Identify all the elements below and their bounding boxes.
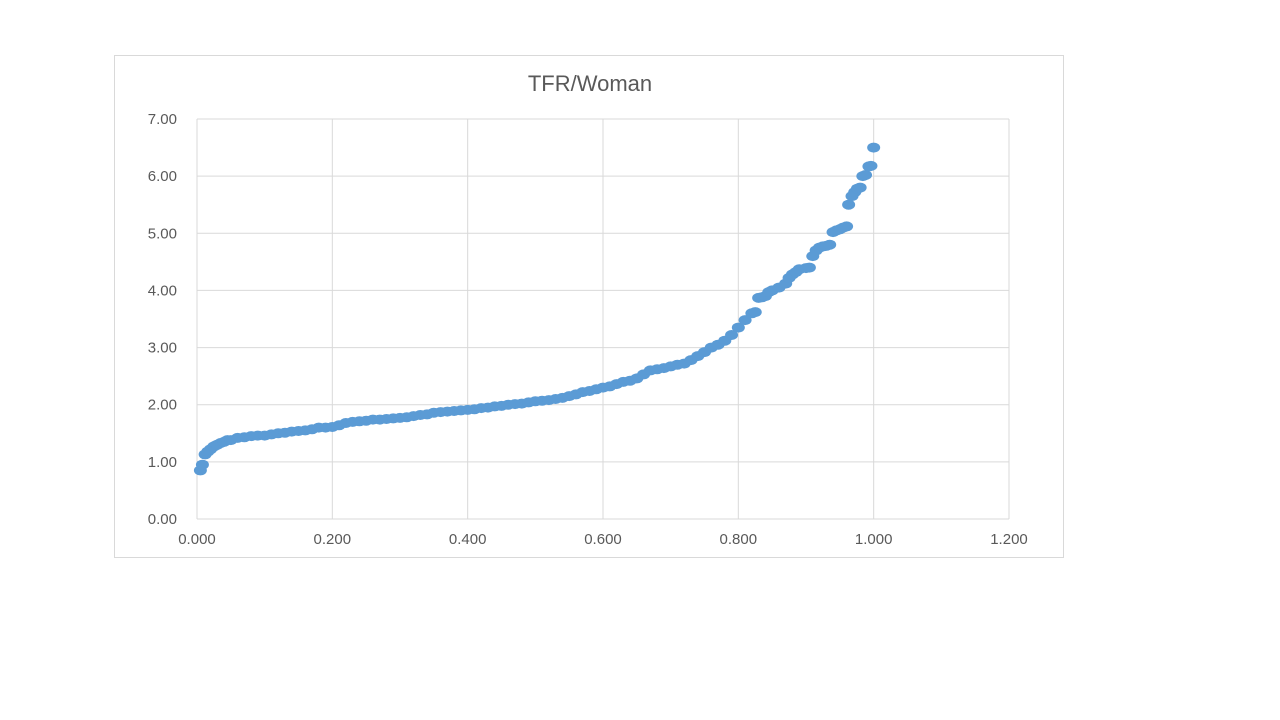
data-point [859,170,873,180]
chart-title: TFR/Woman [528,71,652,96]
x-tick-label: 0.400 [449,531,487,548]
x-tick-label: 1.200 [990,531,1028,548]
data-point [802,262,816,273]
y-axis-ticks: 0.00 1.00 2.00 3.00 4.00 5.00 6.00 7.00 [148,111,177,528]
y-tick-label: 5.00 [148,225,177,242]
x-tick-label: 0.200 [314,531,352,548]
x-tick-label: 0.000 [178,531,216,548]
data-points [193,142,881,476]
data-point [864,160,878,171]
data-point [195,459,209,470]
data-point [823,239,837,250]
y-tick-label: 0.00 [148,511,177,528]
x-tick-label: 1.000 [855,531,893,548]
chart-area: TFR/Woman 0.000 0.200 0.400 0.600 0.800 1.000… [114,55,1064,558]
y-tick-label: 1.00 [148,454,177,471]
grid-layer [196,118,1010,520]
data-point [840,221,854,232]
y-tick-label: 2.00 [148,397,177,414]
y-tick-label: 4.00 [148,282,177,299]
y-tick-label: 7.00 [148,111,177,128]
data-point [842,199,856,210]
y-tick-label: 3.00 [148,340,177,357]
y-tick-label: 6.00 [148,168,177,185]
x-tick-label: 0.800 [720,531,758,548]
data-point [725,330,739,340]
scatter-chart: TFR/Woman 0.000 0.200 0.400 0.600 0.800 1.000… [148,71,1028,548]
data-point [738,315,752,326]
data-point [748,307,762,318]
data-point [867,142,881,153]
data-point [731,322,745,333]
x-axis-ticks: 0.000 0.200 0.400 0.600 0.800 1.000 1.200 [178,531,1028,548]
x-tick-label: 0.600 [584,531,622,548]
data-point [853,182,867,193]
